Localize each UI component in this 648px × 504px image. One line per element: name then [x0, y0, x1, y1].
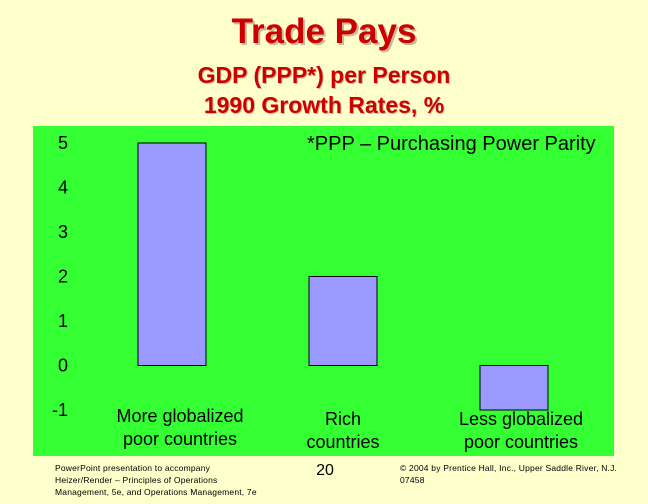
bars — [137, 142, 549, 411]
bar — [137, 142, 207, 366]
y-tick-label: 5 — [58, 133, 68, 153]
x-category-label: poor countries — [123, 429, 237, 449]
chart-subtitle-line1: GDP (PPP*) per Person — [197, 62, 451, 88]
bar — [308, 276, 378, 366]
ppp-footnote: *PPP – Purchasing Power Parity — [307, 133, 596, 155]
y-tick-label: 1 — [58, 311, 68, 331]
x-category-label: countries — [306, 432, 379, 452]
x-category-label: Less globalized — [459, 409, 583, 429]
bar — [479, 365, 549, 411]
footer-credit: PowerPoint presentation to accompany Hei… — [55, 463, 257, 497]
x-axis-categories: More globalized poor countries Rich countri… — [116, 406, 583, 452]
y-tick-label: 2 — [58, 267, 68, 287]
footer-copyright: © 2004 by Prentice Hall, Inc., Upper Sad… — [400, 463, 618, 485]
y-tick-label: -1 — [52, 400, 68, 420]
x-category-label: poor countries — [464, 432, 578, 452]
x-category-label: More globalized — [116, 406, 243, 426]
x-category-label: Rich — [325, 409, 361, 429]
y-tick-label: 3 — [58, 222, 68, 242]
y-tick-label: 4 — [58, 178, 68, 198]
chart-subtitle-line2: 1990 Growth Rates, % — [203, 92, 445, 118]
y-tick-label: 0 — [58, 356, 68, 376]
page-number: 20 — [316, 462, 334, 479]
slide-title: Trade Pays — [231, 12, 417, 51]
y-axis: -1 0 1 2 3 4 5 — [52, 133, 68, 420]
